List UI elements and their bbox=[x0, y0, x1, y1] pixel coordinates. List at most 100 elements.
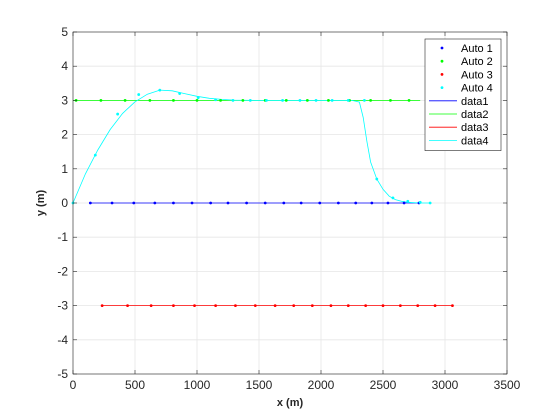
data-point bbox=[93, 153, 97, 157]
series-line-data4 bbox=[72, 89, 431, 204]
y-tick-label: 4 bbox=[61, 59, 68, 73]
data-point bbox=[391, 196, 395, 200]
x-tick-label: 3000 bbox=[432, 378, 459, 392]
legend-marker bbox=[440, 46, 444, 50]
data-point bbox=[406, 199, 410, 203]
data-point bbox=[330, 99, 334, 102]
y-tick-label: 3 bbox=[61, 93, 68, 107]
data-point bbox=[265, 99, 268, 102]
y-tick-label: -4 bbox=[57, 333, 68, 347]
legend-label: Auto 4 bbox=[461, 83, 493, 95]
data-point bbox=[196, 96, 200, 100]
series-markers-auto-2 bbox=[74, 99, 411, 102]
y-tick-label: 2 bbox=[61, 128, 68, 142]
y-tick-label: 1 bbox=[61, 162, 68, 176]
data-point bbox=[245, 201, 249, 205]
data-point bbox=[346, 99, 350, 102]
data-point bbox=[363, 99, 366, 102]
data-point bbox=[231, 99, 235, 102]
data-point bbox=[433, 304, 437, 307]
data-point bbox=[428, 201, 432, 205]
data-point bbox=[137, 93, 141, 96]
data-point bbox=[209, 201, 213, 205]
series-markers-auto-3 bbox=[100, 304, 454, 307]
data-point bbox=[346, 304, 350, 307]
legend-marker bbox=[440, 73, 444, 76]
data-point bbox=[407, 99, 411, 102]
x-tick-label: 500 bbox=[125, 378, 145, 392]
x-tick-label: 2000 bbox=[308, 378, 335, 392]
data-point bbox=[336, 201, 340, 205]
data-point bbox=[386, 201, 390, 205]
legend-label: data3 bbox=[461, 122, 489, 134]
data-point bbox=[263, 201, 267, 205]
data-point bbox=[398, 304, 402, 307]
legend-label: Auto 1 bbox=[461, 43, 493, 55]
y-axis-label: y (m) bbox=[35, 190, 47, 217]
data-point bbox=[281, 99, 284, 102]
data-point bbox=[126, 304, 129, 307]
y-tick-label: -3 bbox=[57, 299, 68, 313]
legend-label: Auto 3 bbox=[461, 69, 493, 81]
data-point bbox=[110, 201, 114, 205]
series-markers-auto-1 bbox=[88, 201, 421, 205]
legend-marker bbox=[440, 86, 444, 89]
legend-label: data2 bbox=[461, 109, 489, 121]
legend-box bbox=[424, 38, 502, 151]
data-point bbox=[375, 177, 379, 181]
data-point bbox=[248, 99, 252, 102]
data-point bbox=[178, 92, 182, 95]
data-point bbox=[123, 99, 127, 102]
data-point bbox=[193, 304, 196, 307]
data-point bbox=[219, 99, 222, 102]
x-tick-label: 1500 bbox=[246, 378, 273, 392]
data-point bbox=[369, 99, 372, 102]
x-tick-label: 1000 bbox=[184, 378, 211, 392]
data-point bbox=[149, 304, 153, 307]
data-point bbox=[451, 304, 454, 307]
legend-marker bbox=[440, 59, 444, 63]
data-point bbox=[132, 201, 136, 205]
data-point bbox=[214, 304, 218, 307]
x-tick-label: 3500 bbox=[494, 378, 521, 392]
y-tick-label: -1 bbox=[57, 230, 68, 244]
data-point bbox=[314, 99, 318, 102]
data-point bbox=[299, 201, 303, 205]
data-point bbox=[241, 99, 245, 102]
data-point bbox=[418, 200, 422, 204]
data-point bbox=[226, 201, 230, 205]
data-point bbox=[381, 304, 385, 307]
data-point bbox=[172, 99, 175, 102]
data-point bbox=[190, 201, 194, 205]
y-tick-label: -5 bbox=[57, 367, 68, 381]
legend-label: Auto 2 bbox=[461, 56, 493, 68]
x-tick-label: 0 bbox=[70, 378, 77, 392]
data-point bbox=[292, 304, 296, 307]
data-point bbox=[273, 304, 277, 307]
data-point bbox=[172, 304, 175, 307]
data-point bbox=[354, 201, 358, 205]
data-point bbox=[253, 304, 257, 307]
data-point bbox=[172, 201, 175, 205]
y-tick-label: 0 bbox=[61, 196, 68, 210]
data-point bbox=[116, 112, 120, 116]
data-point bbox=[282, 201, 286, 205]
y-tick-label: 5 bbox=[61, 25, 68, 39]
data-point bbox=[318, 201, 322, 205]
data-point bbox=[195, 99, 199, 102]
x-tick-label: 2500 bbox=[370, 378, 397, 392]
data-point bbox=[234, 304, 237, 307]
data-point bbox=[370, 201, 374, 205]
data-point bbox=[310, 304, 314, 307]
ticks: 0 500 1000 1500 2000 2500 3000 3500 -5 -4 -3 -2 -1 0 1… bbox=[57, 25, 520, 392]
data-point bbox=[214, 98, 218, 102]
data-point bbox=[100, 304, 104, 307]
data-point bbox=[298, 99, 302, 102]
data-point bbox=[148, 99, 152, 102]
y-tick-label: -2 bbox=[57, 264, 68, 278]
data-point bbox=[364, 304, 368, 307]
data-point bbox=[327, 99, 330, 102]
data-point bbox=[88, 201, 92, 205]
